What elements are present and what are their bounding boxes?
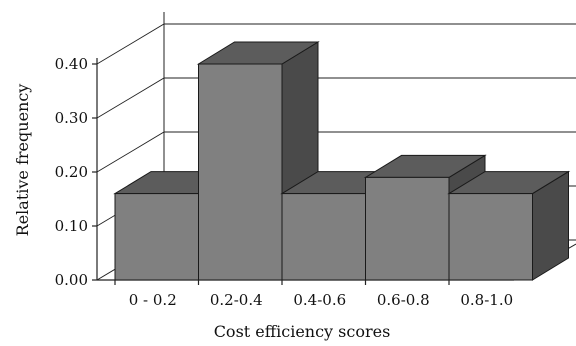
bar-front-face (365, 176, 450, 281)
y-tick-label: 0.00 (55, 271, 88, 289)
gridline (96, 23, 576, 65)
bar-front-face (114, 193, 199, 281)
y-tick-label: 0.20 (55, 163, 88, 181)
x-tick-label: 0.8-1.0 (460, 291, 513, 309)
bar (447, 170, 571, 281)
x-axis-ticks: 0 - 0.2 0.2-0.4 0.4-0.6 0.6-0.8 0.8-1.0 (114, 280, 513, 309)
y-tick-label: 0.40 (55, 55, 88, 73)
gridline (96, 77, 576, 119)
bar-front-face (448, 193, 533, 281)
x-tick-label: 0.2-0.4 (210, 291, 263, 309)
gridline (96, 131, 576, 173)
y-tick-label: 0.30 (55, 109, 88, 127)
bar-front-face (198, 63, 283, 281)
x-tick-label: 0.4-0.6 (293, 291, 346, 309)
bars (113, 41, 571, 281)
y-tick-label: 0.10 (55, 217, 88, 235)
x-tick-label: 0 - 0.2 (129, 291, 177, 309)
x-tick-label: 0.6-0.8 (377, 291, 430, 309)
y-axis-title: Relative frequency (13, 84, 32, 237)
y-axis-ticks: 0.00 0.10 0.20 0.30 0.40 (55, 55, 97, 289)
x-axis-title: Cost efficiency scores (214, 322, 391, 341)
bar-front-face (281, 193, 366, 281)
